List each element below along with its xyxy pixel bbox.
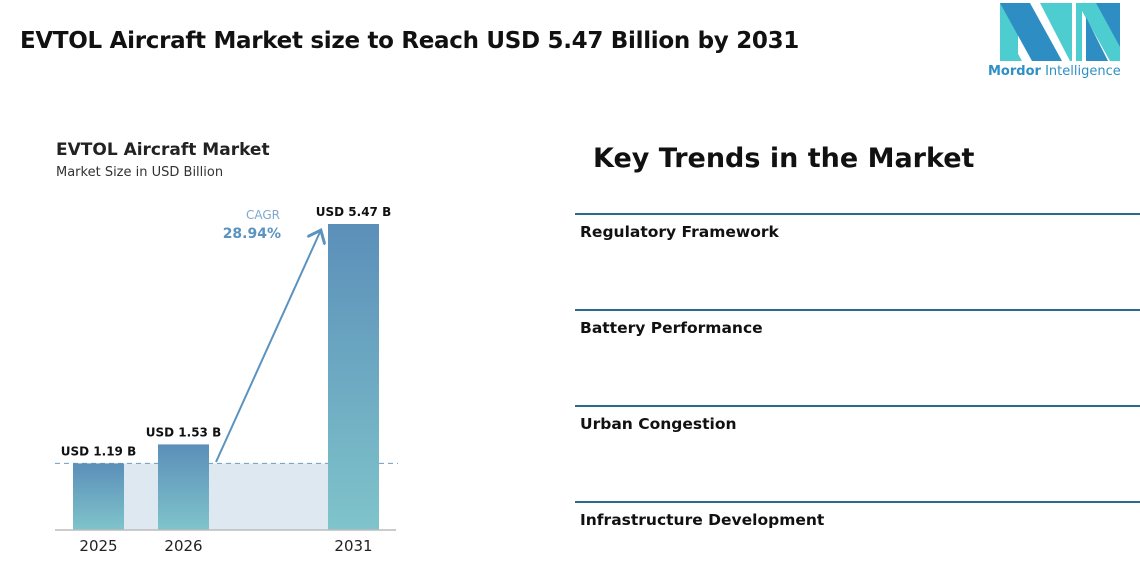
bar-2026 — [158, 444, 209, 530]
chart-title: EVTOL Aircraft Market — [56, 140, 270, 160]
cagr-arrow — [215, 232, 320, 463]
cagr-label: CAGR — [246, 208, 280, 222]
x-tick-label: 2026 — [164, 537, 202, 555]
bar-2031 — [328, 224, 379, 530]
trend-item: Infrastructure Development — [575, 501, 1140, 529]
x-tick-label: 2025 — [79, 537, 117, 555]
bar-2025 — [73, 463, 124, 530]
page-title: EVTOL Aircraft Market size to Reach USD … — [20, 28, 800, 54]
trend-item: Regulatory Framework — [575, 213, 1140, 241]
data-label: USD 1.53 B — [146, 425, 221, 439]
mordor-logo-icon — [1000, 3, 1120, 61]
x-tick-label: 2031 — [334, 537, 372, 555]
trend-item: Battery Performance — [575, 309, 1140, 337]
data-label: USD 1.19 B — [61, 444, 136, 458]
bar-chart: USD 1.19 B 2025 USD 1.53 B 2026 USD 5.47 B 20… — [55, 205, 398, 555]
logo-text: Mordor Intelligence — [988, 64, 1121, 79]
trend-item: Urban Congestion — [575, 405, 1140, 433]
key-trends-title: Key Trends in the Market — [593, 143, 975, 174]
data-label: USD 5.47 B — [316, 205, 391, 219]
chart-subtitle: Market Size in USD Billion — [56, 165, 224, 180]
cagr-value: 28.94% — [223, 226, 281, 242]
